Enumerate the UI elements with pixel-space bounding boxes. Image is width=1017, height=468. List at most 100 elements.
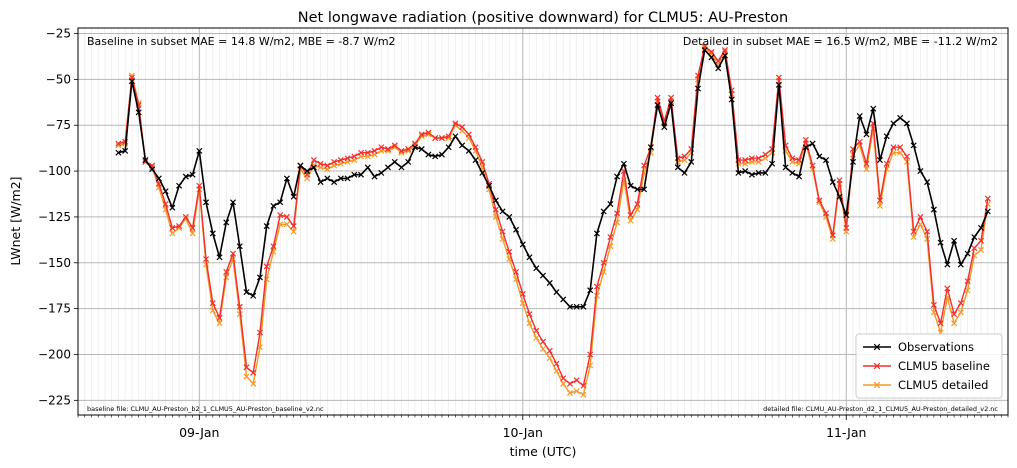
point-observations: [708, 54, 715, 61]
point-observations: [169, 204, 176, 211]
point-clmu5-baseline: [250, 369, 257, 376]
point-observations: [492, 197, 499, 204]
point-clmu5-baseline: [614, 210, 621, 217]
point-observations: [755, 169, 762, 176]
point-clmu5-detailed: [209, 307, 216, 314]
point-clmu5-baseline: [580, 382, 587, 389]
y-tick-label: −50: [46, 72, 71, 86]
point-clmu5-baseline: [897, 144, 904, 151]
point-observations: [115, 149, 122, 156]
point-observations: [155, 175, 162, 182]
y-axis-label: LWnet [W/m2]: [8, 176, 23, 265]
point-observations: [856, 113, 863, 120]
point-observations: [277, 199, 284, 206]
point-observations: [964, 250, 971, 257]
y-tick-label: −175: [38, 302, 71, 316]
legend: Observations CLMU5 baseline CLMU5 detailed: [855, 333, 1003, 399]
y-tick-label: −150: [38, 256, 71, 270]
point-clmu5-baseline: [930, 301, 937, 308]
point-observations: [351, 171, 358, 178]
y-tick-label: −225: [38, 393, 71, 407]
point-observations: [486, 182, 493, 189]
point-observations: [216, 254, 223, 261]
point-clmu5-baseline: [364, 149, 371, 156]
point-clmu5-detailed: [216, 320, 223, 327]
point-observations: [789, 169, 796, 176]
point-observations: [162, 188, 169, 195]
point-clmu5-baseline: [876, 197, 883, 204]
point-observations: [411, 144, 418, 151]
point-observations: [587, 287, 594, 294]
point-clmu5-baseline: [223, 268, 230, 275]
point-clmu5-detailed: [573, 388, 580, 395]
y-tick-label: −125: [38, 210, 71, 224]
point-observations: [641, 186, 648, 193]
point-clmu5-detailed: [243, 373, 250, 380]
point-observations: [149, 166, 156, 173]
point-clmu5-detailed: [560, 380, 567, 387]
point-clmu5-baseline: [526, 311, 533, 318]
point-observations: [897, 114, 904, 121]
point-observations: [398, 164, 405, 171]
point-observations: [836, 193, 843, 200]
baseline-metrics-annotation: Baseline in subset MAE = 14.8 W/m2, MBE …: [87, 35, 396, 48]
point-observations: [465, 147, 472, 154]
point-clmu5-baseline: [216, 314, 223, 321]
point-observations: [432, 153, 439, 160]
x-tick-label: 09-Jan: [179, 425, 219, 440]
point-clmu5-baseline: [627, 212, 634, 219]
point-observations: [688, 158, 695, 165]
point-observations: [863, 131, 870, 138]
point-observations: [297, 162, 304, 169]
point-observations: [553, 289, 560, 296]
point-observations: [337, 175, 344, 182]
point-observations: [647, 144, 654, 151]
point-observations: [573, 303, 580, 310]
point-observations: [809, 140, 816, 147]
point-observations: [310, 164, 317, 171]
point-clmu5-baseline: [823, 210, 830, 217]
x-axis-ticks: 09-Jan 10-Jan 11-Jan: [77, 415, 1009, 440]
point-clmu5-baseline: [742, 157, 749, 164]
point-clmu5-detailed: [539, 345, 547, 352]
point-observations: [957, 261, 964, 268]
y-tick-label: −25: [46, 27, 71, 41]
point-clmu5-baseline: [560, 375, 567, 382]
point-observations: [506, 213, 513, 220]
point-clmu5-detailed: [863, 166, 870, 173]
x-tick-label: 10-Jan: [503, 425, 543, 440]
point-observations: [775, 81, 782, 88]
point-observations: [654, 102, 661, 109]
point-observations: [384, 164, 392, 171]
point-clmu5-baseline: [829, 232, 836, 239]
point-clmu5-baseline: [452, 120, 459, 127]
point-clmu5-baseline: [418, 131, 425, 138]
point-clmu5-baseline: [816, 197, 823, 204]
point-clmu5-baseline: [270, 243, 277, 250]
point-observations: [762, 169, 769, 176]
point-observations: [694, 85, 702, 92]
point-clmu5-baseline: [189, 224, 196, 231]
point-clmu5-baseline: [607, 234, 614, 241]
point-observations: [263, 223, 270, 230]
legend-label: CLMU5 baseline: [898, 359, 990, 373]
point-observations: [816, 153, 823, 160]
point-clmu5-baseline: [721, 46, 728, 54]
point-observations: [122, 147, 129, 154]
y-axis-ticks: −225 −200 −175 −150 −125 −100 −75 −50 −25: [38, 27, 78, 407]
point-clmu5-baseline: [169, 224, 176, 231]
y-tick-label: −100: [38, 164, 71, 178]
point-clmu5-baseline: [331, 158, 338, 165]
point-observations: [203, 199, 210, 206]
point-observations: [674, 164, 681, 171]
baseline-file-annotation: baseline file: CLMU_AU-Preston_b2_1_CLMU…: [87, 405, 324, 413]
point-clmu5-detailed: [290, 228, 297, 235]
point-clmu5-baseline: [432, 135, 439, 142]
point-clmu5-detailed: [627, 217, 634, 224]
point-clmu5-baseline: [533, 327, 540, 334]
point-observations: [883, 133, 890, 140]
point-clmu5-baseline: [196, 182, 203, 189]
point-clmu5-detailed: [910, 234, 917, 241]
point-clmu5-baseline: [883, 160, 890, 167]
point-clmu5-baseline: [465, 131, 472, 138]
